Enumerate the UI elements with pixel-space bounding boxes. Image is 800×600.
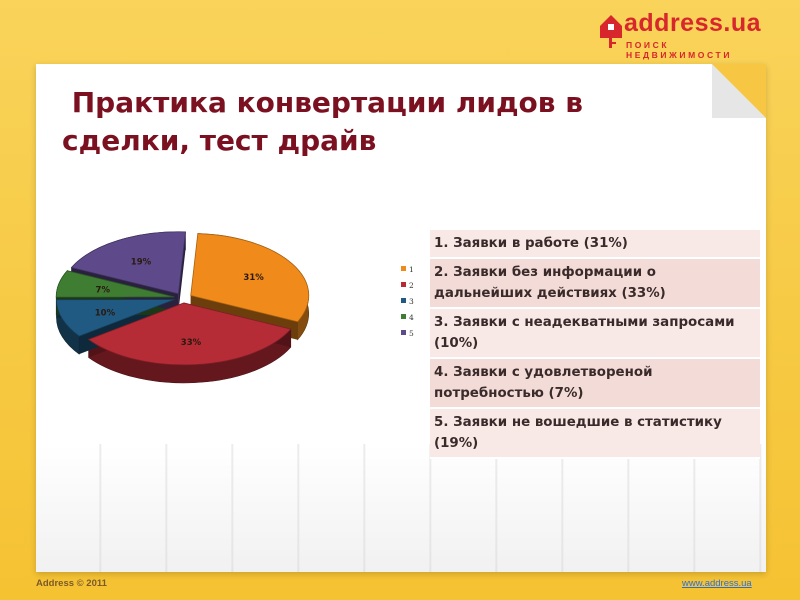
legend-label: 5 (409, 329, 414, 338)
legend-row-text: 1. Заявки в работе (31%) (430, 230, 760, 259)
pie-slice (56, 299, 175, 337)
pie-data-label: 7% (96, 286, 111, 296)
legend-label: 3 (409, 297, 414, 306)
legend-row: 2. Заявки без информации о дальнейших де… (430, 258, 760, 309)
pie-slice (190, 233, 310, 323)
house-key-icon (600, 15, 622, 48)
legend-row-text: 5. Заявки не вошедшие в статистику (19%) (430, 408, 760, 459)
pie-slice (70, 231, 186, 295)
legend-row: 4. Заявки с удовлетвореной потребностью … (430, 358, 760, 409)
legend-label: 4 (409, 313, 414, 322)
pie-chart: 31% 33% 10% 7% 19% 1 2 3 4 5 (55, 231, 414, 384)
page-fold (712, 64, 766, 118)
pie-slice-edge (178, 231, 186, 312)
legend-swatch (401, 314, 406, 319)
legend-row: 1. Заявки в работе (31%) (430, 230, 760, 259)
logo-text: address.ua (624, 9, 762, 37)
legend-swatch (401, 266, 406, 271)
brand-logo[interactable]: address.ua ПОИСК НЕДВИЖИМОСТИ (598, 9, 768, 60)
legend-row-text: 3. Заявки с неадекватными запросами (10%… (430, 308, 760, 359)
pie-data-label: 10% (95, 309, 116, 319)
legend-label: 1 (409, 265, 414, 274)
card-stripes (36, 444, 766, 572)
pie-slice (87, 302, 292, 366)
legend-swatch (401, 330, 406, 335)
pie-data-label: 19% (131, 258, 152, 268)
legend-row-text: 4. Заявки с удовлетвореной потребностью … (430, 358, 760, 409)
slide-title: Практика конвертации лидов в сделки, тес… (62, 86, 583, 157)
footer-link[interactable]: www.address.ua (682, 578, 752, 589)
legend-label: 2 (409, 281, 414, 290)
pie-slice (55, 270, 175, 298)
legend-row: 3. Заявки с неадекватными запросами (10%… (430, 308, 760, 359)
pie-data-label: 33% (181, 338, 202, 348)
legend-swatch (401, 282, 406, 287)
legend-row-text: 2. Заявки без информации о дальнейших де… (430, 258, 760, 309)
pie-data-label: 31% (243, 273, 264, 283)
logo-subtitle: ПОИСК НЕДВИЖИМОСТИ (626, 40, 733, 60)
legend-row: 5. Заявки не вошедшие в статистику (19%) (430, 408, 760, 459)
legend-swatch (401, 298, 406, 303)
legend-table: 1. Заявки в работе (31%) 2. Заявки без и… (430, 230, 760, 459)
footer-copyright: Address © 2011 (36, 578, 107, 589)
